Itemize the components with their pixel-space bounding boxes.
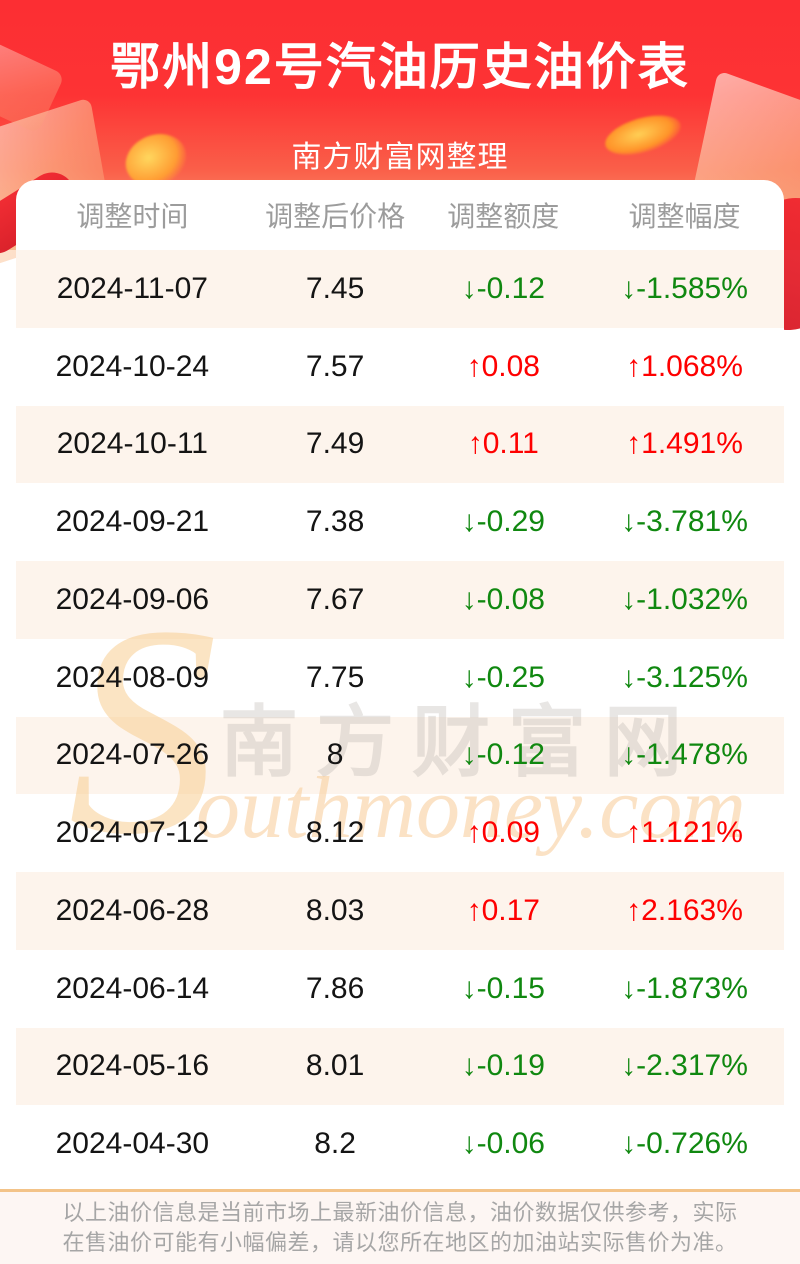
table-header-row: 调整时间 调整后价格 调整额度 调整幅度 (16, 180, 784, 250)
row-pct: ↓-0.726% (621, 1127, 748, 1161)
row-price: 7.49 (305, 427, 365, 461)
row-pct: ↓-1.873% (621, 971, 748, 1005)
row-date: 2024-10-11 (56, 427, 208, 461)
row-date: 2024-09-21 (55, 505, 210, 539)
row-date: 2024-09-06 (55, 582, 210, 616)
table-row: 2024-08-09 7.75 ↓-0.25 ↓-3.125% (16, 639, 784, 717)
row-date: 2024-07-26 (55, 738, 210, 772)
row-date: 2024-11-07 (56, 271, 208, 305)
row-price: 8.03 (305, 893, 365, 927)
row-date: 2024-10-24 (55, 349, 210, 383)
row-change: ↓-0.12 (461, 271, 545, 305)
column-header-price: 调整后价格 (265, 201, 406, 232)
column-header-time: 调整时间 (76, 201, 189, 232)
row-date: 2024-08-09 (55, 660, 210, 694)
row-pct: ↑2.163% (626, 893, 743, 927)
column-header-change: 调整额度 (447, 201, 560, 232)
table-row: 2024-09-06 7.67 ↓-0.08 ↓-1.032% (16, 561, 784, 639)
divider-gap (0, 1183, 800, 1189)
row-change: ↓-0.19 (461, 1049, 545, 1083)
column-header-pct: 调整幅度 (628, 201, 741, 232)
disclaimer-line-2: 在售油价可能有小幅偏差，请以您所在地区的加油站实际售价为准。 (62, 1230, 738, 1255)
row-pct: ↑1.068% (626, 349, 743, 383)
page-subtitle: 南方财富网整理 (291, 141, 509, 174)
row-price: 7.67 (305, 582, 365, 616)
row-change: ↑0.17 (466, 893, 540, 927)
row-change: ↓-0.08 (461, 582, 545, 616)
table-row: 2024-06-28 8.03 ↑0.17 ↑2.163% (16, 872, 784, 950)
row-date: 2024-06-28 (55, 893, 210, 927)
table-row: 2024-05-16 8.01 ↓-0.19 ↓-2.317% (16, 1027, 784, 1106)
row-pct: ↓-3.125% (621, 660, 748, 694)
row-date: 2024-04-30 (55, 1127, 210, 1161)
row-price: 7.57 (305, 349, 365, 383)
table-row: 2024-10-24 7.57 ↑0.08 ↑1.068% (16, 328, 784, 406)
disclaimer-line-1: 以上油价信息是当前市场上最新油价信息，油价数据仅供参考，实际 (62, 1200, 738, 1225)
row-price: 7.38 (305, 505, 365, 539)
row-change: ↓-0.25 (461, 660, 545, 694)
disclaimer-footer: 以上油价信息是当前市场上最新油价信息，油价数据仅供参考，实际 在售油价可能有小幅… (0, 1192, 800, 1264)
row-change: ↓-0.29 (461, 505, 545, 539)
row-date: 2024-05-16 (55, 1049, 210, 1083)
row-change: ↓-0.15 (461, 971, 545, 1005)
row-change: ↑0.08 (466, 349, 540, 383)
table-row: 2024-06-14 7.86 ↓-0.15 ↓-1.873% (16, 950, 784, 1028)
footer-divider (0, 1189, 800, 1192)
row-date: 2024-07-12 (55, 816, 210, 850)
row-price: 8 (326, 738, 344, 772)
table-row: 2024-10-11 7.49 ↑0.11 ↑1.491% (16, 405, 784, 484)
table-row: 2024-11-07 7.45 ↓-0.12 ↓-1.585% (16, 250, 784, 328)
row-pct: ↑1.491% (626, 427, 743, 461)
row-price: 8.2 (314, 1127, 356, 1161)
row-change: ↑0.09 (466, 816, 540, 850)
table-body: 2024-11-07 7.45 ↓-0.12 ↓-1.585% 2024-10-… (16, 250, 784, 1183)
row-change: ↑0.11 (467, 427, 539, 461)
table-row: 2024-07-12 8.12 ↑0.09 ↑1.121% (16, 794, 784, 872)
row-pct: ↓-1.478% (621, 738, 748, 772)
row-pct: ↓-2.317% (621, 1049, 748, 1083)
row-price: 7.86 (305, 971, 365, 1005)
row-pct: ↓-1.032% (621, 582, 748, 616)
row-change: ↓-0.12 (461, 738, 545, 772)
row-price: 8.12 (305, 816, 365, 850)
price-table-card: 调整时间 调整后价格 调整额度 调整幅度 2024-11-07 7.45 ↓-0… (16, 180, 784, 1183)
row-pct: ↓-3.781% (621, 505, 748, 539)
table-row: 2024-09-21 7.38 ↓-0.29 ↓-3.781% (16, 483, 784, 561)
row-price: 7.75 (305, 660, 365, 694)
row-date: 2024-06-14 (55, 971, 210, 1005)
row-price: 8.01 (305, 1049, 365, 1083)
page-title: 鄂州92号汽油历史油价表 (110, 39, 690, 95)
row-price: 7.45 (305, 271, 365, 305)
row-pct: ↑1.121% (626, 816, 743, 850)
table-row: 2024-04-30 8.2 ↓-0.06 ↓-0.726% (16, 1105, 784, 1183)
table-row: 2024-07-26 8 ↓-0.12 ↓-1.478% (16, 716, 784, 795)
row-change: ↓-0.06 (461, 1127, 545, 1161)
row-pct: ↓-1.585% (621, 271, 748, 305)
